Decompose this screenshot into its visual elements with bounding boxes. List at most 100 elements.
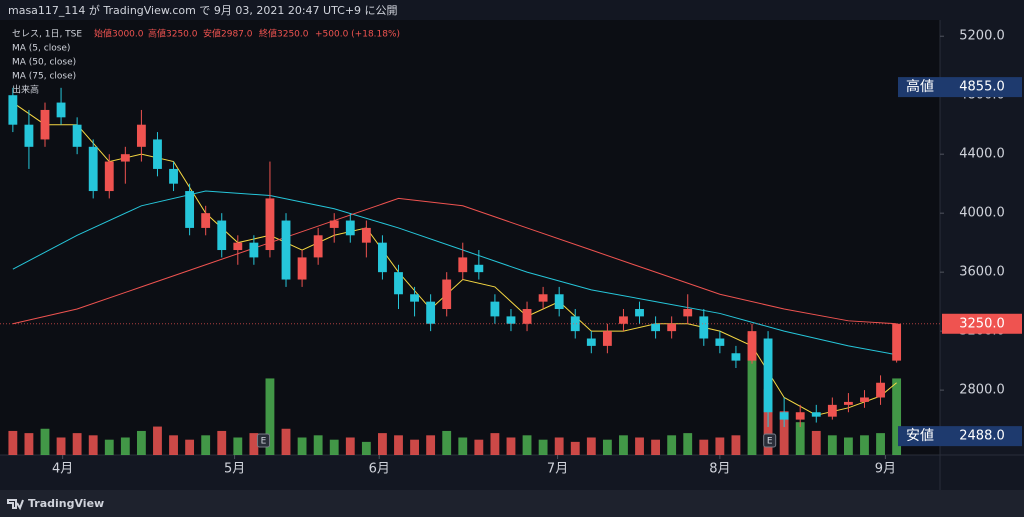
volume-bar <box>297 437 307 455</box>
volume-bar <box>217 430 227 455</box>
badge-value: 4855.0 <box>959 80 1005 95</box>
volume-bar <box>554 437 564 455</box>
volume-bar <box>570 441 580 455</box>
legend: セレス, 1日, TSE 始値3000.0 高値3250.0 安値2987.0 … <box>12 28 400 96</box>
volume-bar <box>233 437 243 455</box>
candle-body <box>72 124 82 147</box>
candle-body <box>667 323 677 332</box>
volume-bar <box>795 422 805 455</box>
badge-label: 安値 <box>906 428 934 444</box>
candle-body <box>827 404 837 417</box>
x-tick-label: 5月 <box>224 462 245 477</box>
volume-bar <box>619 435 628 455</box>
badge-value: 3250.0 <box>959 316 1005 331</box>
candle-body <box>860 397 869 402</box>
volume-bar <box>442 430 452 455</box>
volume-bar <box>136 430 146 455</box>
earnings-label: E <box>261 437 267 447</box>
volume-bar <box>811 430 821 455</box>
x-tick-label: 9月 <box>875 462 896 477</box>
volume-bar <box>651 439 661 455</box>
price-badge <box>942 313 1022 334</box>
candle-body <box>699 316 709 339</box>
volume-bar <box>474 439 484 455</box>
volume-bar <box>281 428 291 455</box>
candle-body <box>361 227 371 243</box>
legend-symbol: セレス, 1日, TSE <box>12 29 82 40</box>
candle-body <box>24 124 34 147</box>
candle-body <box>602 331 612 346</box>
legend-change: +500.0 (+18.18%) <box>315 30 400 40</box>
plot-area <box>0 20 940 455</box>
legend-study: MA (50, close) <box>12 58 76 68</box>
footer-logo: TradingView <box>28 497 104 510</box>
candle-body <box>570 316 580 332</box>
candle-body <box>281 220 291 280</box>
volume-bar <box>72 433 82 455</box>
volume-bar <box>378 433 387 455</box>
y-tick-label: 2800.0 <box>959 383 1005 398</box>
volume-bar <box>779 411 789 455</box>
candle-body <box>185 191 195 228</box>
candle-body <box>779 412 789 420</box>
candle-body <box>651 323 661 332</box>
x-tick-label: 6月 <box>369 462 390 477</box>
volume-bar <box>506 437 516 455</box>
volume-bar <box>827 435 837 455</box>
volume-bar <box>249 433 259 455</box>
candle-body <box>892 323 902 361</box>
volume-bar <box>40 428 50 455</box>
volume-bar <box>747 334 757 455</box>
volume-bar <box>635 437 644 455</box>
volume-bar <box>876 433 885 455</box>
candle-body <box>683 309 693 317</box>
candle-body <box>120 154 130 162</box>
candle-body <box>538 294 548 302</box>
volume-bar <box>522 435 532 455</box>
volume-bar <box>458 437 468 455</box>
candle-body <box>136 124 146 147</box>
candle-body <box>876 382 885 398</box>
y-tick-label: 3600.0 <box>959 265 1005 280</box>
volume-bar <box>153 426 162 455</box>
candle-body <box>763 338 773 413</box>
volume-bar <box>490 433 500 455</box>
x-tick-label: 4月 <box>52 462 73 477</box>
volume-bar <box>602 439 612 455</box>
x-tick-label: 7月 <box>547 462 568 477</box>
candle-body <box>8 95 18 125</box>
earnings-marker <box>763 433 777 448</box>
candle-body <box>554 294 564 310</box>
candle-body <box>426 301 436 324</box>
volume-bar <box>185 439 195 455</box>
candle-body <box>40 109 50 140</box>
volume-bar <box>104 439 114 455</box>
logo-icon <box>7 499 24 511</box>
candle-body <box>329 220 339 228</box>
volume-bar <box>313 435 323 455</box>
candle-body <box>378 242 387 273</box>
volume-bar <box>394 435 403 455</box>
candle-body <box>394 272 403 295</box>
candle-body <box>442 279 452 310</box>
volume-bar <box>8 430 18 455</box>
candle-body <box>153 139 162 169</box>
legend-study: MA (75, close) <box>12 72 76 82</box>
candle-body <box>715 338 725 346</box>
candle-body <box>811 412 821 417</box>
x-tick-label: 8月 <box>709 462 730 477</box>
volume-bar <box>24 433 34 455</box>
volume-bar <box>201 435 211 455</box>
badge-label: 高値 <box>906 78 934 95</box>
candle-body <box>56 102 66 118</box>
candle-body <box>169 168 178 184</box>
moving-average <box>12 197 897 325</box>
y-tick-label: 4000.0 <box>959 206 1005 221</box>
volume-bar <box>843 437 853 455</box>
footer-bar <box>0 490 1024 517</box>
badge-value: 2488.0 <box>959 429 1005 444</box>
candle-body <box>586 338 596 346</box>
volume-bar <box>410 439 419 455</box>
volume-bar <box>169 435 178 455</box>
earnings-label: E <box>767 437 773 447</box>
